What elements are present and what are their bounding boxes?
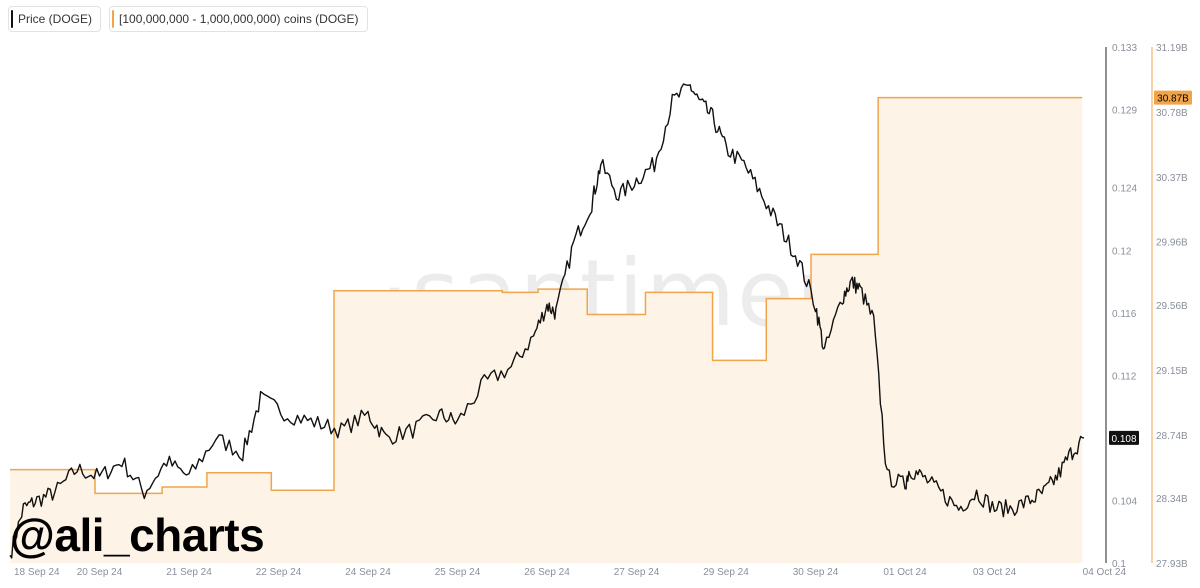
supply-series-layer xyxy=(10,96,1083,564)
price-tick-label: 0.12 xyxy=(1112,246,1132,257)
price-swatch xyxy=(11,10,13,28)
current-price-badge xyxy=(1109,430,1139,445)
price-series-layer xyxy=(9,83,1085,559)
price-line xyxy=(9,83,1085,559)
current-supply-badge xyxy=(1154,90,1192,105)
supply-tick-label: 31.19B xyxy=(1156,43,1188,54)
axes-layer: 0.133 0.129 0.124 0.12 0.116 0.112 0.108 0.104 0… xyxy=(14,43,1192,578)
legend-price-label: Price (DOGE) xyxy=(18,12,93,26)
price-tick-label: 0.1 xyxy=(1112,559,1126,570)
price-tick-label: 0.124 xyxy=(1112,184,1137,195)
date-tick-label: 26 Sep 24 xyxy=(524,567,570,578)
price-tick-label: 0.116 xyxy=(1112,309,1137,320)
date-tick-label: 22 Sep 24 xyxy=(256,567,302,578)
date-tick-label: 01 Oct 24 xyxy=(883,567,927,578)
price-tick-label: 0.104 xyxy=(1112,496,1137,507)
date-tick-label: 27 Sep 24 xyxy=(614,567,660,578)
date-tick-label: 21 Sep 24 xyxy=(166,567,212,578)
date-tick-label: 25 Sep 24 xyxy=(435,567,481,578)
supply-tick-label: 29.96B xyxy=(1156,238,1188,249)
price-tick-label: 0.133 xyxy=(1112,43,1137,54)
supply-tick-label: 29.15B xyxy=(1156,366,1188,377)
chart-legend: Price (DOGE) [100,000,000 - 1,000,000,00… xyxy=(8,6,368,32)
price-tick-label: 0.129 xyxy=(1112,106,1137,117)
author-handle: @ali_charts xyxy=(10,509,265,561)
legend-price-chip[interactable]: Price (DOGE) xyxy=(8,6,102,32)
date-tick-label: 18 Sep 24 xyxy=(14,567,60,578)
supply-tick-label: 28.34B xyxy=(1156,494,1188,505)
current-supply-value: 30.87B xyxy=(1157,94,1189,105)
date-tick-label: 24 Sep 24 xyxy=(345,567,391,578)
supply-tick-label: 30.37B xyxy=(1156,173,1188,184)
legend-supply-chip[interactable]: [100,000,000 - 1,000,000,000) coins (DOG… xyxy=(109,6,368,32)
legend-supply-label: [100,000,000 - 1,000,000,000) coins (DOG… xyxy=(119,12,359,26)
date-tick-label: 04 Oct 24 xyxy=(1083,567,1127,578)
supply-tick-label: 30.78B xyxy=(1156,108,1188,119)
date-tick-label: 30 Sep 24 xyxy=(793,567,839,578)
date-tick-label: 20 Sep 24 xyxy=(77,567,123,578)
supply-area-fill xyxy=(10,97,1083,564)
supply-step-line xyxy=(10,96,1083,495)
supply-swatch xyxy=(112,10,115,28)
price-tick-label: 0.112 xyxy=(1112,371,1137,382)
date-tick-label: 29 Sep 24 xyxy=(703,567,749,578)
current-price-value: 0.108 xyxy=(1111,434,1136,445)
date-tick-label: 03 Oct 24 xyxy=(973,567,1017,578)
supply-tick-label: 29.56B xyxy=(1156,301,1188,312)
supply-tick-label: 28.74B xyxy=(1156,431,1188,442)
supply-tick-label: 27.93B xyxy=(1156,559,1188,570)
